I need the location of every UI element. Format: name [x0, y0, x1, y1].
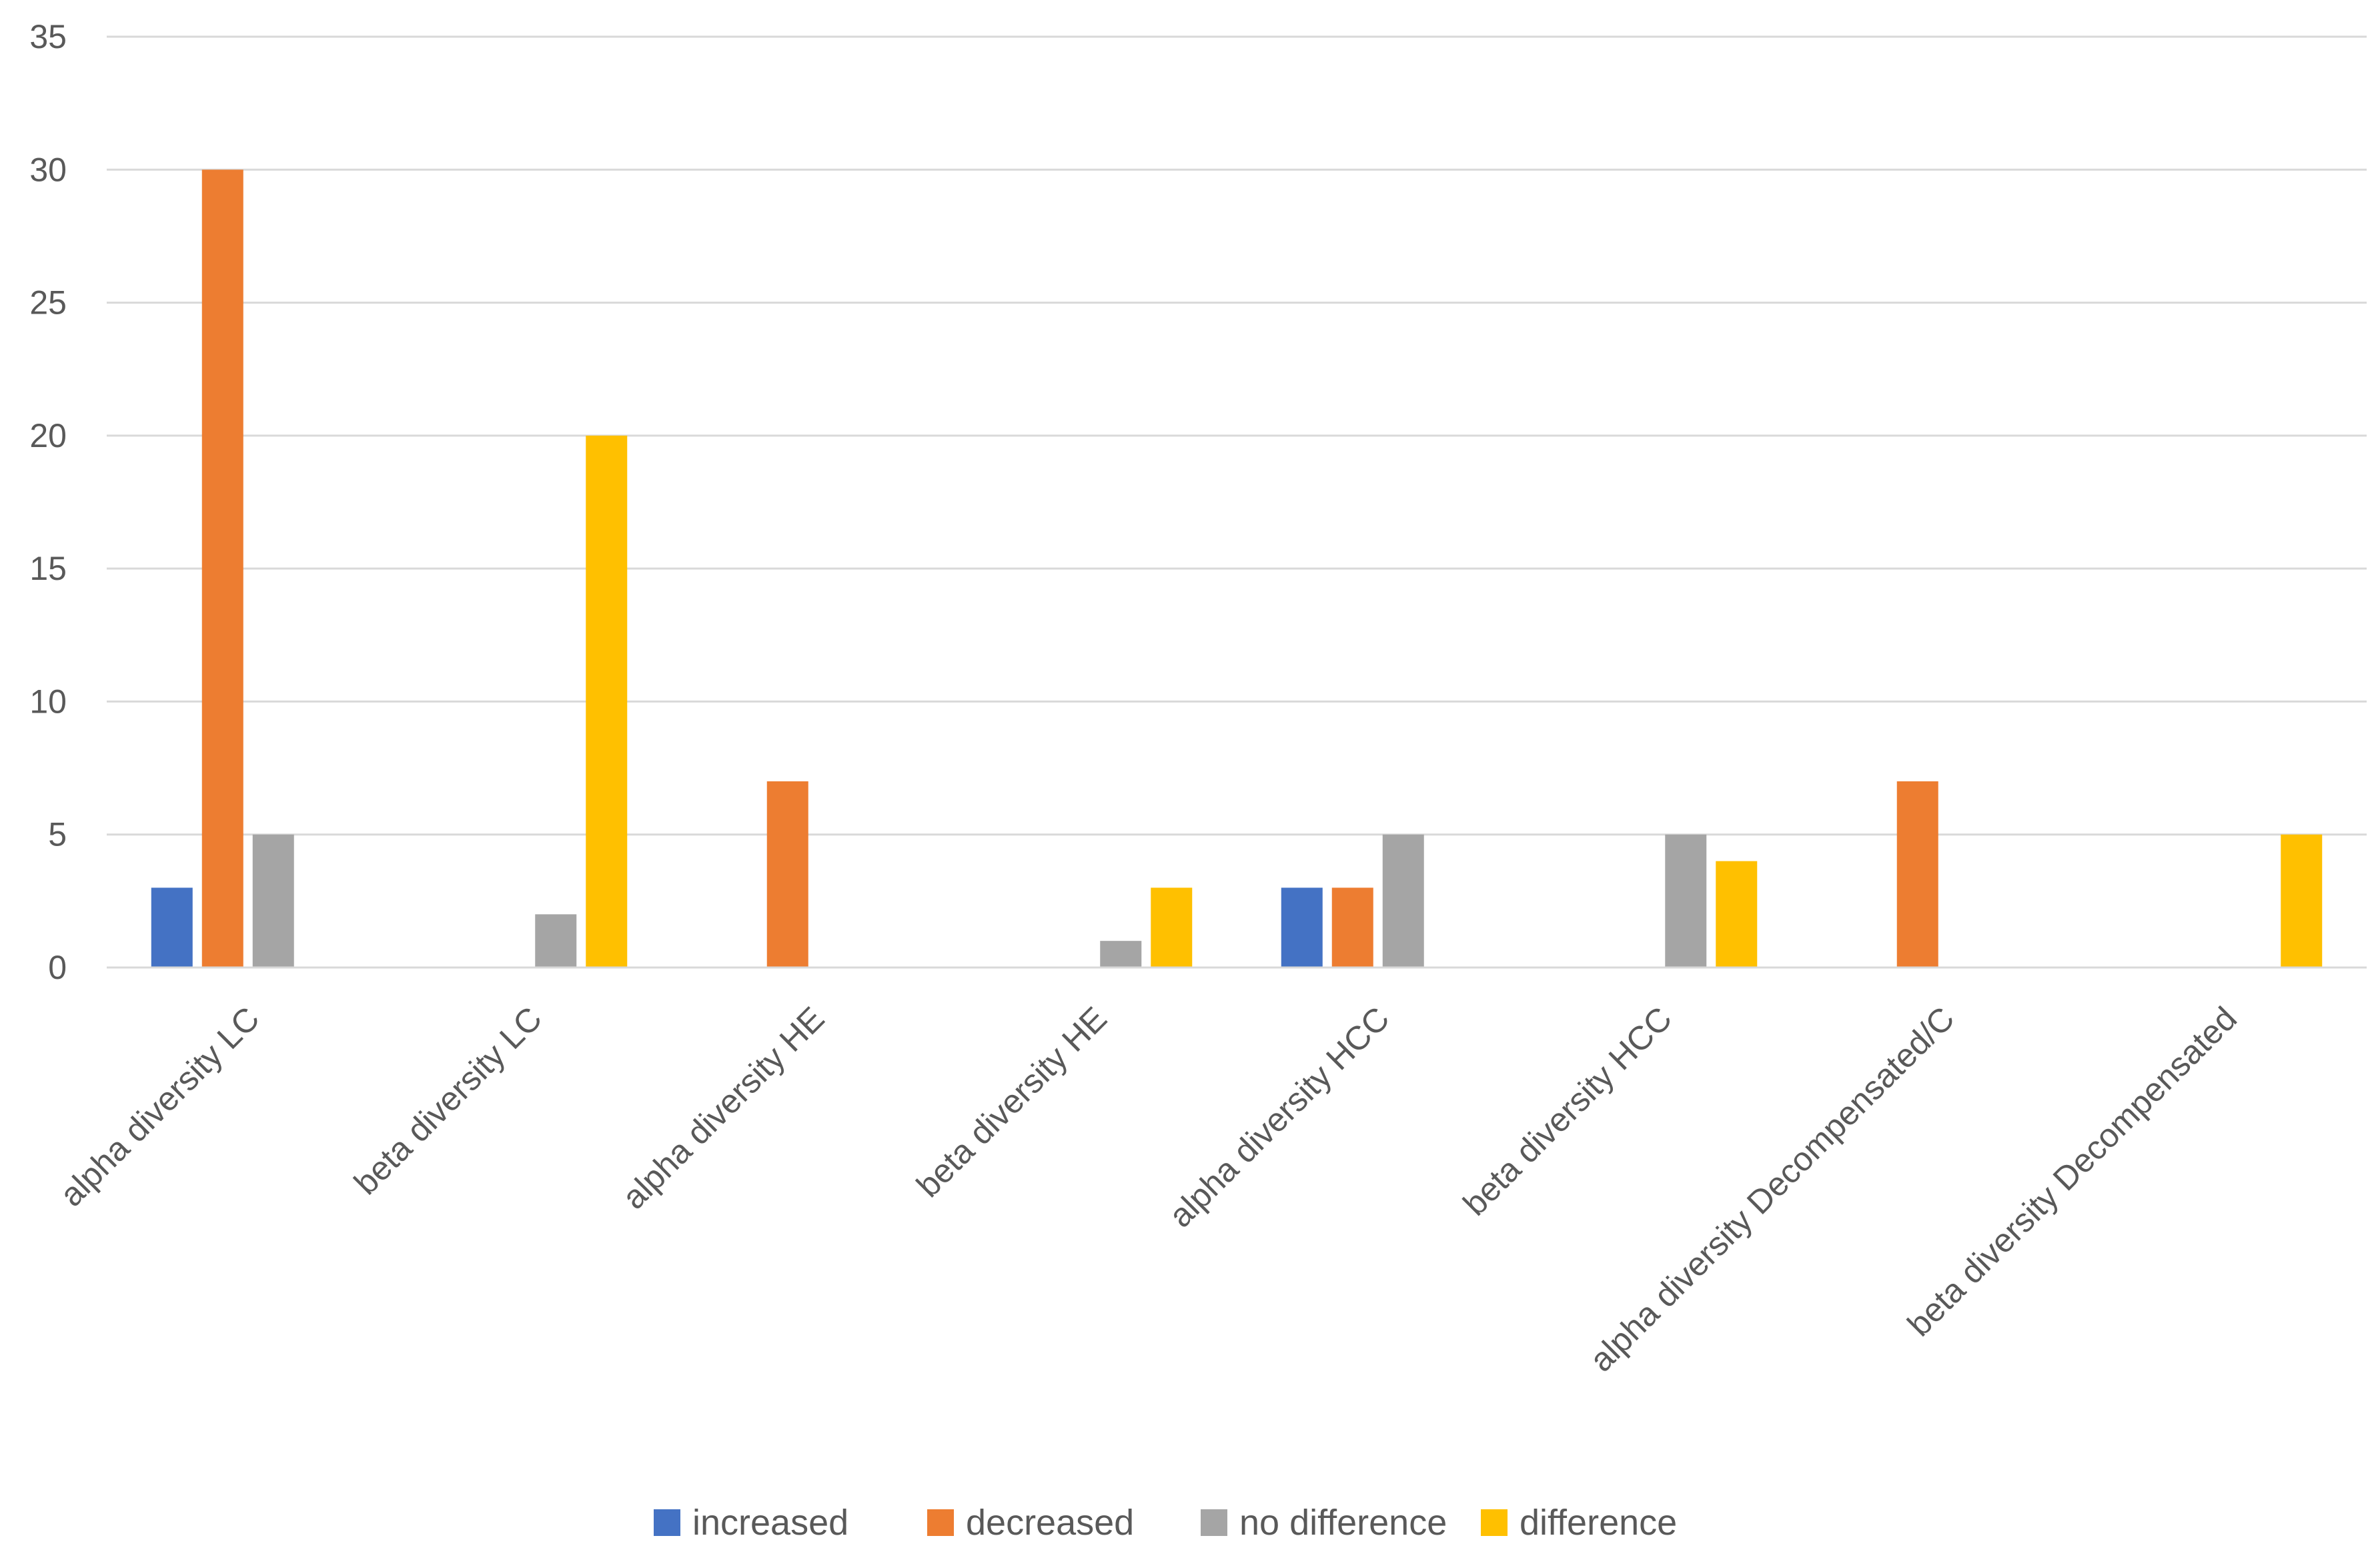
bar-decreased-4: [1331, 887, 1373, 967]
y-tick-label: 20: [29, 417, 67, 454]
legend-label: decreased: [966, 1503, 1134, 1543]
legend-label: increased: [692, 1503, 848, 1543]
bar-decreased-0: [201, 169, 243, 967]
legend-swatch-difference: [1481, 1509, 1508, 1536]
bars: [151, 169, 2323, 967]
category-label: alpha diversity LC: [53, 1000, 267, 1214]
y-axis-ticks: 0 5 10 15 20 25 30 35: [29, 18, 67, 986]
category-label: beta diversity HE: [909, 1000, 1114, 1204]
bar-difference-3: [1151, 887, 1193, 967]
bar-no-difference-5: [1665, 834, 1707, 967]
y-tick-label: 5: [48, 816, 67, 853]
legend-swatch-decreased: [927, 1509, 954, 1536]
bar-no-difference-4: [1382, 834, 1424, 967]
category-label: alpha diversity HCC: [1162, 1000, 1397, 1234]
y-tick-label: 10: [29, 683, 67, 720]
bar-difference-7: [2281, 834, 2323, 967]
bar-decreased-6: [1896, 781, 1938, 967]
y-tick-label: 30: [29, 151, 67, 188]
legend: increased decreased no difference differenc…: [654, 1503, 1677, 1543]
y-tick-label: 15: [29, 550, 67, 587]
legend-swatch-increased: [654, 1509, 680, 1536]
bar-no-difference-1: [535, 914, 577, 967]
category-label: beta diversity LC: [347, 1000, 549, 1202]
bar-increased-0: [151, 887, 193, 967]
bar-difference-5: [1716, 861, 1758, 967]
category-labels: alpha diversity LC beta diversity LC alpha…: [53, 1000, 2244, 1379]
legend-label: no difference: [1239, 1503, 1447, 1543]
bar-no-difference-3: [1100, 941, 1142, 967]
bar-difference-1: [586, 435, 628, 967]
legend-swatch-no-difference: [1201, 1509, 1227, 1536]
category-label: beta diversity Decompensated: [1900, 1000, 2244, 1343]
category-label: alpha diversity HE: [615, 1000, 832, 1216]
y-tick-label: 25: [29, 284, 67, 322]
legend-label: difference: [1520, 1503, 1677, 1543]
y-tick-label: 35: [29, 18, 67, 55]
bar-increased-4: [1281, 887, 1323, 967]
bar-decreased-2: [766, 781, 808, 967]
bar-no-difference-0: [252, 834, 294, 967]
category-label: beta diversity HCC: [1456, 1000, 1679, 1222]
y-tick-label: 0: [48, 949, 67, 986]
gridlines: [107, 35, 2367, 836]
